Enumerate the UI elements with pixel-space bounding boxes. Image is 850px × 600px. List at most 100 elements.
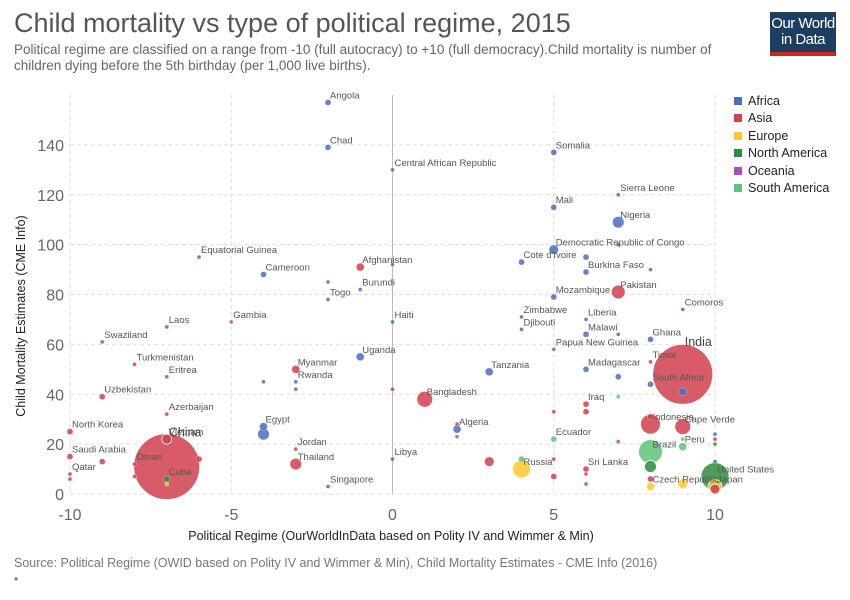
- data-point[interactable]: [582, 401, 590, 408]
- data-point[interactable]: [133, 433, 201, 500]
- data-point[interactable]: [325, 297, 331, 302]
- data-point[interactable]: [485, 367, 494, 376]
- data-point[interactable]: [616, 242, 621, 247]
- data-point[interactable]: [647, 336, 654, 343]
- data-point[interactable]: [616, 332, 621, 337]
- data-point[interactable]: [293, 379, 298, 384]
- data-point[interactable]: [583, 481, 589, 487]
- data-point[interactable]: [325, 279, 331, 285]
- data-point[interactable]: [648, 359, 653, 364]
- data-point[interactable]: [583, 471, 589, 477]
- data-point[interactable]: [582, 408, 590, 415]
- data-point[interactable]: [519, 327, 524, 332]
- data-point[interactable]: [229, 319, 234, 325]
- data-point[interactable]: [550, 149, 557, 156]
- data-point[interactable]: [582, 268, 590, 276]
- data-point[interactable]: [66, 453, 74, 460]
- data-point[interactable]: [161, 433, 173, 445]
- data-point[interactable]: [551, 347, 556, 352]
- data-point[interactable]: [518, 258, 525, 266]
- data-point[interactable]: [483, 456, 495, 467]
- data-point[interactable]: [582, 366, 590, 373]
- data-point[interactable]: [291, 365, 300, 374]
- data-point[interactable]: [261, 379, 266, 384]
- legend-item-north-america[interactable]: North America: [734, 145, 829, 163]
- data-point[interactable]: [164, 324, 169, 330]
- data-point[interactable]: [196, 254, 202, 260]
- data-point[interactable]: [324, 99, 332, 106]
- data-point[interactable]: [164, 481, 169, 487]
- data-point[interactable]: [195, 455, 203, 463]
- legend-item-south-america[interactable]: South America: [734, 180, 829, 198]
- data-point[interactable]: [289, 457, 303, 471]
- data-point[interactable]: [616, 192, 621, 197]
- data-point[interactable]: [712, 431, 718, 437]
- data-point[interactable]: [647, 381, 654, 388]
- data-point[interactable]: [259, 422, 268, 431]
- data-point[interactable]: [680, 307, 685, 312]
- data-point[interactable]: [390, 456, 395, 462]
- data-point[interactable]: [67, 471, 73, 477]
- data-point[interactable]: [646, 482, 655, 491]
- data-point[interactable]: [644, 460, 657, 473]
- data-point[interactable]: [358, 287, 363, 292]
- data-point[interactable]: [680, 436, 685, 442]
- data-point[interactable]: [550, 435, 557, 443]
- data-point[interactable]: [647, 475, 654, 483]
- data-point[interactable]: [390, 387, 395, 392]
- data-point[interactable]: [390, 319, 395, 325]
- legend-item-europe[interactable]: Europe: [734, 127, 829, 145]
- data-point[interactable]: [548, 244, 560, 256]
- data-point[interactable]: [416, 390, 434, 408]
- data-point[interactable]: [678, 387, 687, 396]
- data-point[interactable]: [454, 422, 460, 427]
- data-point[interactable]: [99, 458, 106, 465]
- data-point[interactable]: [66, 428, 74, 435]
- data-point[interactable]: [712, 459, 718, 464]
- data-point[interactable]: [582, 253, 590, 261]
- data-point[interactable]: [652, 343, 714, 405]
- data-point[interactable]: [677, 478, 689, 490]
- data-point[interactable]: [616, 439, 621, 444]
- data-point[interactable]: [390, 262, 395, 267]
- data-point[interactable]: [390, 167, 395, 172]
- legend-item-africa[interactable]: Africa: [734, 92, 829, 110]
- data-point[interactable]: [678, 442, 687, 451]
- data-point[interactable]: [518, 455, 525, 463]
- data-point[interactable]: [356, 352, 365, 361]
- data-point[interactable]: [709, 483, 721, 495]
- data-point[interactable]: [260, 271, 267, 278]
- data-point[interactable]: [293, 446, 298, 452]
- data-point[interactable]: [293, 387, 298, 392]
- data-point[interactable]: [712, 441, 718, 447]
- data-point[interactable]: [132, 474, 137, 479]
- data-point[interactable]: [582, 331, 590, 338]
- data-point[interactable]: [454, 434, 460, 439]
- data-point[interactable]: [610, 284, 626, 300]
- data-point[interactable]: [583, 317, 589, 322]
- data-point[interactable]: [519, 314, 524, 320]
- data-point[interactable]: [132, 362, 137, 367]
- data-point[interactable]: [550, 293, 557, 301]
- data-point[interactable]: [551, 456, 556, 462]
- data-point[interactable]: [100, 339, 105, 345]
- data-point[interactable]: [164, 412, 169, 417]
- data-point[interactable]: [356, 262, 365, 272]
- owid-logo[interactable]: Our World in Data: [770, 12, 836, 56]
- legend-item-oceania[interactable]: Oceania: [734, 162, 829, 180]
- data-point[interactable]: [611, 215, 625, 229]
- data-point[interactable]: [615, 373, 622, 380]
- data-point[interactable]: [551, 409, 556, 414]
- data-point[interactable]: [647, 413, 654, 420]
- data-point[interactable]: [674, 418, 692, 436]
- data-point[interactable]: [164, 374, 169, 379]
- data-point[interactable]: [325, 484, 331, 489]
- data-point[interactable]: [648, 267, 653, 272]
- data-point[interactable]: [616, 394, 621, 399]
- legend-item-asia[interactable]: Asia: [734, 110, 829, 128]
- data-point[interactable]: [550, 204, 557, 211]
- data-point[interactable]: [712, 436, 718, 442]
- data-point[interactable]: [67, 476, 73, 482]
- data-point[interactable]: [99, 393, 106, 400]
- data-point[interactable]: [550, 473, 557, 480]
